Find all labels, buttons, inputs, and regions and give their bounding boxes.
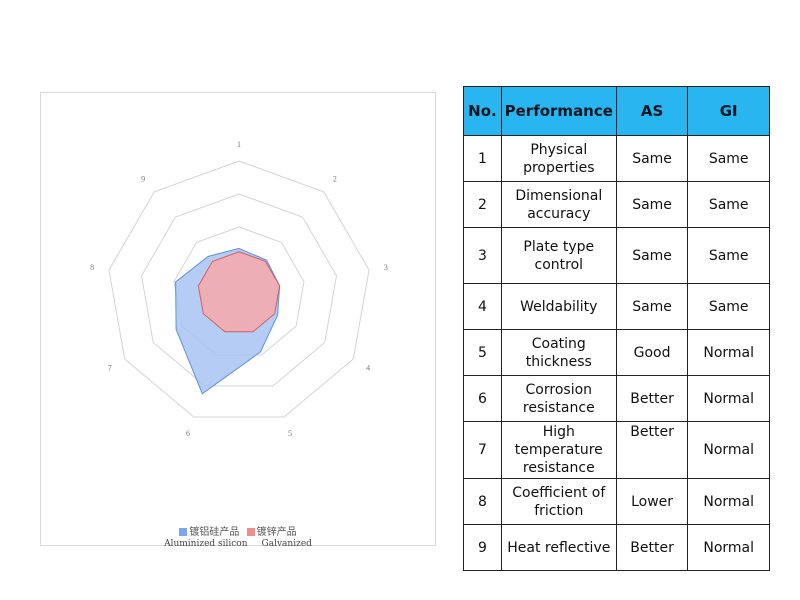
cell-gi: Same: [687, 283, 770, 330]
cell-performance: Coefficient of friction: [500, 478, 617, 525]
cell-no: 2: [463, 181, 502, 228]
cell-performance: Dimensional accuracy: [500, 181, 617, 228]
header-performance: Performance: [500, 86, 617, 136]
radar-chart-panel: 1 2 3 4 5 6 7 8 9 镀铝硅产品 镀锌产品 Aluminized silicon G…: [40, 92, 436, 549]
cell-performance: Physical properties: [500, 135, 617, 182]
cell-performance: High temperature resistance: [500, 421, 617, 479]
cell-as: Better: [615, 421, 689, 479]
cell-performance: Weldability: [500, 283, 617, 330]
header-no: No.: [463, 86, 502, 136]
radar-axis-label: 4: [366, 364, 370, 373]
performance-comparison-table: No. Performance AS GI 1 Physical properti…: [463, 86, 770, 571]
cell-gi: Same: [687, 135, 770, 182]
table-row: 7 High temperature resistance Better Normal: [463, 421, 770, 479]
table-row: 2 Dimensional accuracy Same Same: [463, 181, 770, 228]
radar-chart: 1 2 3 4 5 6 7 8 9: [90, 140, 388, 438]
cell-performance: Coating thickness: [500, 329, 617, 376]
radar-series-1: [197, 251, 281, 333]
cell-gi: Normal: [687, 421, 770, 479]
radar-axis-label: 1: [237, 140, 241, 149]
radar-axis-label: 5: [288, 429, 292, 438]
cell-as: Same: [615, 181, 689, 228]
cell-no: 4: [463, 283, 502, 330]
radar-axis-label: 2: [333, 175, 337, 184]
legend-english-captions: Aluminized silicon Galvanized: [41, 539, 435, 549]
cell-gi: Normal: [687, 478, 770, 525]
cell-gi: Normal: [687, 524, 770, 571]
caption-aluminized-silicon: Aluminized silicon: [164, 539, 248, 549]
radar-grid-ring: [140, 193, 338, 387]
cell-as: Same: [615, 135, 689, 182]
cell-gi: Normal: [687, 329, 770, 376]
radar-axis-label: 7: [108, 364, 112, 373]
table-row: 5 Coating thickness Good Normal: [463, 329, 770, 376]
cell-no: 6: [463, 375, 502, 422]
cell-no: 7: [463, 421, 502, 479]
radar-axis-label: 9: [141, 175, 145, 184]
cell-as: Good: [615, 329, 689, 376]
radar-grid-ring: [108, 160, 370, 418]
cell-gi: Same: [687, 227, 770, 284]
cell-no: 3: [463, 227, 502, 284]
caption-galvanized: Galvanized: [261, 539, 312, 549]
legend-swatch-galvanized: [246, 528, 255, 536]
table-row: 9 Heat reflective Better Normal: [463, 524, 770, 571]
radar-axis-label: 3: [384, 263, 388, 272]
table-header-row: No. Performance AS GI: [463, 86, 770, 136]
table-row: 8 Coefficient of friction Lower Normal: [463, 478, 770, 525]
table-row: 3 Plate type control Same Same: [463, 227, 770, 284]
header-gi: GI: [687, 86, 770, 136]
table-row: 4 Weldability Same Same: [463, 283, 770, 330]
header-as: AS: [615, 86, 689, 136]
legend-swatch-aluminized: [179, 528, 188, 536]
cell-performance: Heat reflective: [500, 524, 617, 571]
cell-no: 8: [463, 478, 502, 525]
table-row: 6 Corrosion resistance Better Normal: [463, 375, 770, 422]
legend-label-galvanized: 镀锌产品: [256, 527, 297, 538]
chart-legend: 镀铝硅产品 镀锌产品: [41, 523, 435, 538]
legend-label-aluminized: 镀铝硅产品: [189, 527, 240, 538]
cell-gi: Same: [687, 181, 770, 228]
cell-as: Better: [615, 375, 689, 422]
radar-axis-label: 8: [90, 263, 94, 272]
cell-as: Better: [615, 524, 689, 571]
cell-performance: Corrosion resistance: [500, 375, 617, 422]
cell-no: 1: [463, 135, 502, 182]
cell-as: Same: [615, 227, 689, 284]
table-row: 1 Physical properties Same Same: [463, 135, 770, 182]
cell-performance: Plate type control: [500, 227, 617, 284]
cell-gi: Normal: [687, 375, 770, 422]
cell-as: Same: [615, 283, 689, 330]
cell-no: 9: [463, 524, 502, 571]
cell-as: Lower: [615, 478, 689, 525]
radar-axis-label: 6: [186, 429, 190, 438]
cell-no: 5: [463, 329, 502, 376]
